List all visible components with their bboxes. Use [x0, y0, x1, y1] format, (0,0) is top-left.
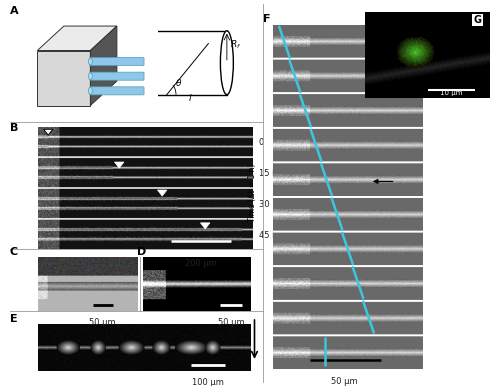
Ellipse shape: [220, 31, 234, 95]
Text: $l$: $l$: [188, 92, 192, 103]
Text: $R_f$: $R_f$: [230, 38, 241, 51]
Text: $\theta$: $\theta$: [175, 77, 182, 88]
Text: 30 h: 30 h: [259, 200, 278, 209]
Text: D: D: [138, 247, 146, 257]
Text: 10 µm: 10 µm: [440, 90, 462, 96]
Text: C: C: [10, 247, 18, 257]
Text: G: G: [473, 15, 481, 25]
Text: 15 h: 15 h: [259, 169, 278, 178]
Ellipse shape: [88, 87, 92, 94]
Text: F: F: [262, 14, 270, 24]
Text: 0: 0: [259, 138, 264, 147]
Ellipse shape: [88, 58, 92, 65]
Polygon shape: [114, 162, 124, 168]
Polygon shape: [90, 26, 117, 105]
Text: 100 µm: 100 µm: [192, 378, 224, 386]
Polygon shape: [44, 129, 53, 135]
Text: A: A: [10, 6, 18, 16]
Polygon shape: [38, 26, 117, 51]
Polygon shape: [38, 51, 90, 105]
Text: E: E: [10, 314, 18, 324]
Text: 50 µm: 50 µm: [331, 377, 358, 386]
Text: B: B: [10, 123, 18, 133]
Text: Time (Δt = 1 h): Time (Δt = 1 h): [248, 164, 257, 222]
Text: 50 µm: 50 µm: [89, 318, 116, 327]
FancyBboxPatch shape: [90, 58, 144, 66]
FancyBboxPatch shape: [90, 87, 144, 95]
Text: 200 µm: 200 µm: [185, 259, 217, 267]
Ellipse shape: [88, 73, 92, 80]
FancyBboxPatch shape: [90, 72, 144, 80]
Polygon shape: [158, 190, 167, 196]
Text: 45 h: 45 h: [259, 230, 278, 240]
Polygon shape: [200, 223, 210, 229]
Text: 50 µm: 50 µm: [218, 318, 244, 327]
